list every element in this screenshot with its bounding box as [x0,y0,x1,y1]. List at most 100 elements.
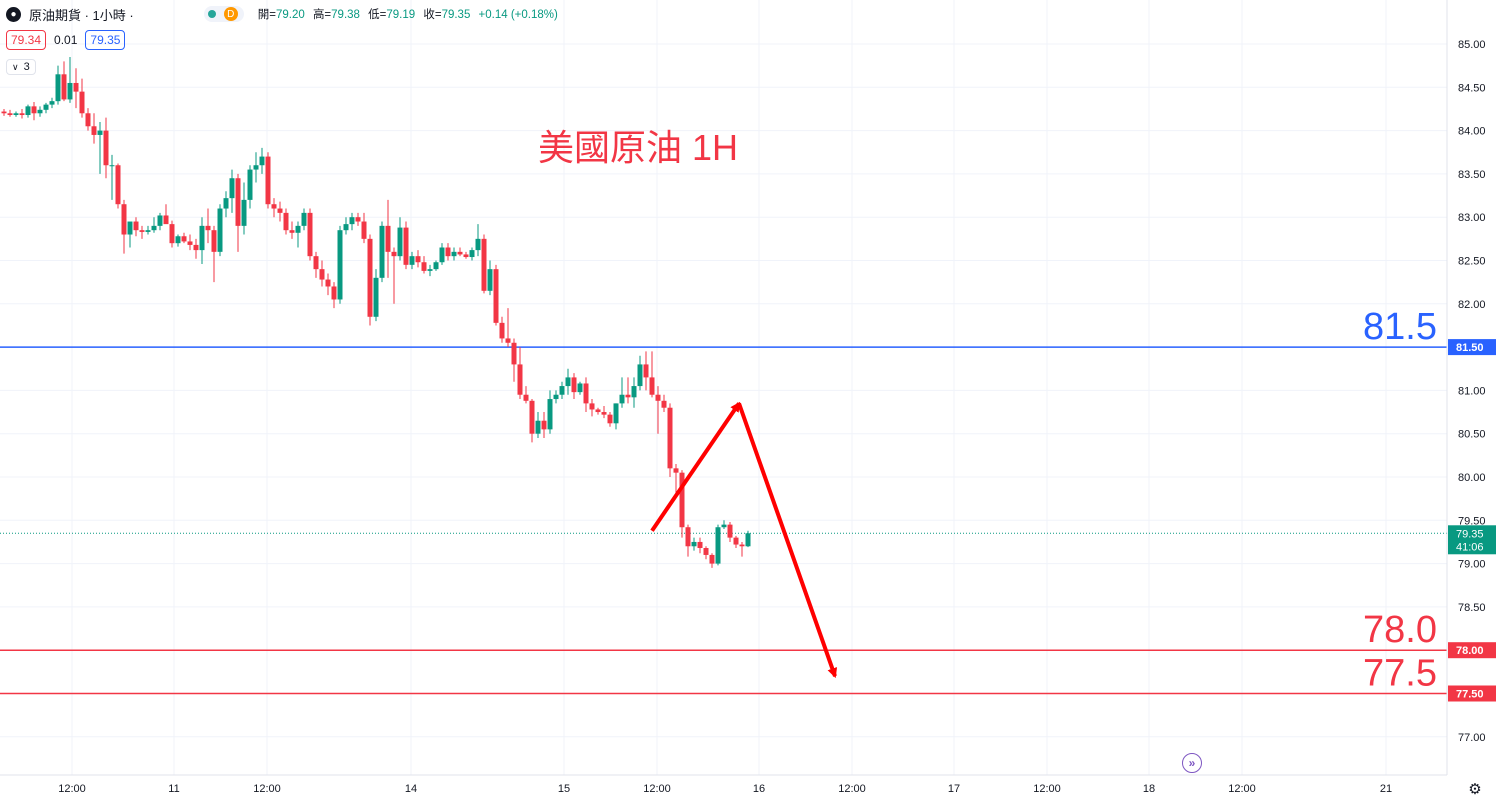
market-badge: D [223,7,238,21]
high-label: 高= [312,9,332,21]
candle-body [175,236,181,244]
price-axis[interactable]: 85.00 84.50 84.00 83.50 83.00 82.50 82.00 81.50… [1446,0,1496,775]
candle-body [565,377,571,387]
candle-body [133,221,139,231]
candle-body [313,256,319,270]
x-tick-label: 16 [753,783,765,795]
candle-body [739,544,745,547]
y-tick-label: 85.00 [1458,39,1486,51]
y-tick-label: 83.50 [1458,169,1486,181]
ohlc-values: 開=79.20 高=79.38 低=79.19 收=79.35 +0.14 (+… [258,6,558,22]
candle-body [679,472,685,528]
candle-body [13,113,19,116]
level-axis-badge [1448,642,1496,659]
candle-body [529,400,535,434]
candle-body [157,215,163,226]
y-tick-label: 84.50 [1458,82,1486,94]
close-label: 收= [423,9,442,21]
candle-body [61,74,67,100]
indicators-toggle[interactable]: ∨ 3 [6,59,36,75]
candle-body [235,178,241,226]
candle-body [703,548,709,555]
projection-up-arrow [650,401,741,532]
market-status[interactable]: D [203,6,244,22]
candle-body [571,377,577,393]
candle-body [409,256,415,265]
gear-icon[interactable]: ⚙ [1468,781,1482,798]
change-value: +0.14 (+0.18%) [478,9,558,21]
x-tick-label: 12:00 [643,783,671,795]
spread-value: 0.01 [54,33,78,47]
candle-body [79,91,85,114]
x-tick-label: 12:00 [1033,783,1061,795]
y-tick-label: 80.50 [1458,429,1486,441]
candle-body [523,394,529,401]
candle-body [385,225,391,252]
open-label: 開= [257,9,276,21]
y-tick-label: 83.00 [1458,212,1486,224]
current-price-label: 79.35 [1456,528,1484,540]
candle-body [595,409,601,413]
candle-body [193,244,199,251]
grid-lines [0,0,1447,775]
quote-box: 79.34 0.01 79.35 [6,30,126,50]
candle-body [553,394,559,400]
candle-body [7,113,13,116]
level-axis-label: 81.50 [1456,342,1484,354]
ask-button[interactable]: 79.35 [85,30,126,50]
candle-body [709,554,715,564]
candle-body [253,165,259,170]
candle-body [403,227,409,265]
low-value: 79.19 [386,9,416,21]
candle-body [619,394,625,404]
candle-body [271,204,277,209]
candle-body [673,468,679,473]
candlestick-series [1,56,751,568]
y-tick-label: 77.00 [1458,732,1486,744]
candle-body [19,113,25,116]
x-tick-label: 12:00 [838,783,866,795]
candle-body [49,101,55,105]
symbol-title[interactable]: 原油期貨 · 1小時 · [29,7,134,23]
candle-body [289,230,295,233]
candle-body [187,241,193,245]
candle-body [97,130,103,135]
market-open-dot-icon [207,10,216,18]
candle-body [469,250,475,258]
candle-body [487,269,493,291]
candle-body [199,225,205,251]
candle-body [229,178,235,199]
candle-body [421,262,427,271]
candle-body [283,212,289,231]
bid-button[interactable]: 79.34 [6,30,47,50]
scroll-to-realtime-icon[interactable]: » [1182,753,1202,773]
time-axis[interactable]: 12:00 11 12:00 14 15 12:00 16 12:00 17 12:00 18 12:… [0,774,1447,795]
candle-body [103,130,109,166]
y-tick-label: 84.00 [1458,126,1486,138]
candle-body [499,322,505,339]
high-value: 79.38 [331,9,360,21]
candle-body [505,338,511,343]
y-tick-label: 79.50 [1458,515,1486,527]
candle-body [43,104,49,110]
y-tick-label: 81.00 [1458,385,1486,397]
level-axis-badge [1448,685,1496,702]
candle-body [307,212,313,257]
candle-body [127,221,133,235]
level-annotation: 77.5 [1363,653,1437,695]
candle-body [259,156,265,166]
candle-body [733,537,739,545]
candle-body [31,106,37,114]
annotations: 81.5 78.077.5 美國原油 1H [538,127,1437,695]
candle-body [559,386,565,395]
projection-down-arrow [737,402,838,679]
level-annotation: 81.5 [1363,306,1437,348]
candle-body [511,342,517,365]
candle-body [589,403,595,410]
candle-body [319,269,325,280]
chart-title: 美國原油 1H [538,127,738,168]
candle-body [379,225,385,278]
candle-body [373,277,379,317]
